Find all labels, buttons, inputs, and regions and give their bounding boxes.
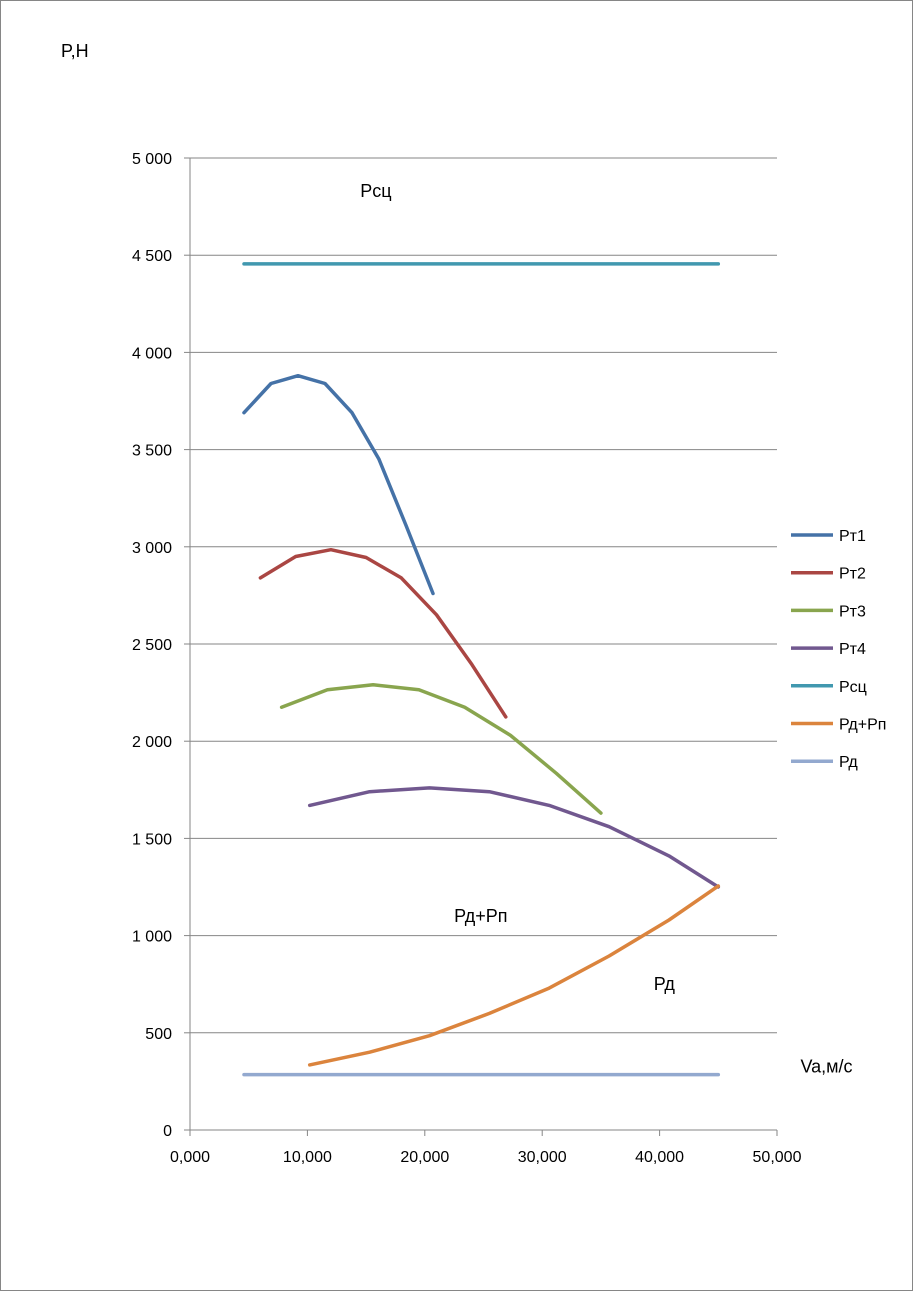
x-tick-label: 40,000 xyxy=(635,1149,684,1166)
y-tick-label: 4 500 xyxy=(132,248,172,265)
grid-lines xyxy=(190,157,777,1034)
x-tick-label: 20,000 xyxy=(400,1149,449,1166)
series-lines xyxy=(242,262,721,1077)
legend-label: Рт3 xyxy=(839,603,866,620)
series-line-Рт2 xyxy=(258,547,508,719)
annotation-label: Рд+Рп xyxy=(454,906,507,926)
annotation-label: Va,м/с xyxy=(800,1057,852,1077)
series-line-Рт4 xyxy=(307,786,721,889)
series-line-Рд+Рп xyxy=(307,884,721,1067)
y-tick-label: 3 500 xyxy=(132,443,172,460)
y-tick-label: 2 500 xyxy=(132,637,172,654)
y-tick-label: 1 000 xyxy=(132,929,172,946)
y-tick-label: 0 xyxy=(163,1123,172,1140)
x-axis-ticks: 0,000 10,000 20,000 30,000 40,000 50,000 xyxy=(170,1130,802,1166)
annotations: Рсц Рд+Рп Рд Va,м/с xyxy=(360,181,852,1077)
y-tick-label: 500 xyxy=(145,1026,172,1043)
series-line-Рт3 xyxy=(279,683,603,815)
legend-label: Рсц xyxy=(839,679,867,696)
legend-label: Рд+Рп xyxy=(839,717,886,734)
y-axis-ticks: 0 500 1 000 1 500 2 000 2 500 3 000 3 500 4 000 4… xyxy=(132,151,190,1140)
legend-label: Рт2 xyxy=(839,566,866,583)
x-tick-label: 50,000 xyxy=(753,1149,802,1166)
x-tick-label: 10,000 xyxy=(283,1149,332,1166)
legend: Рт1 Рт2 Рт3 Рт4 Рсц Рд+Рп Рд xyxy=(791,528,886,771)
legend-label: Рд xyxy=(839,754,858,771)
legend-label: Рт4 xyxy=(839,641,866,658)
x-tick-label: 0,000 xyxy=(170,1149,210,1166)
annotation-label: Рд xyxy=(654,974,676,994)
legend-label: Рт1 xyxy=(839,528,866,545)
x-tick-label: 30,000 xyxy=(518,1149,567,1166)
series-line-Рт1 xyxy=(242,373,435,596)
annotation-label: Рсц xyxy=(360,181,391,201)
y-tick-label: 3 000 xyxy=(132,540,172,557)
y-tick-label: 1 500 xyxy=(132,831,172,848)
y-tick-label: 4 000 xyxy=(132,345,172,362)
y-tick-label: 5 000 xyxy=(132,151,172,168)
y-axis-title: P,Н xyxy=(61,41,89,61)
y-tick-label: 2 000 xyxy=(132,734,172,751)
